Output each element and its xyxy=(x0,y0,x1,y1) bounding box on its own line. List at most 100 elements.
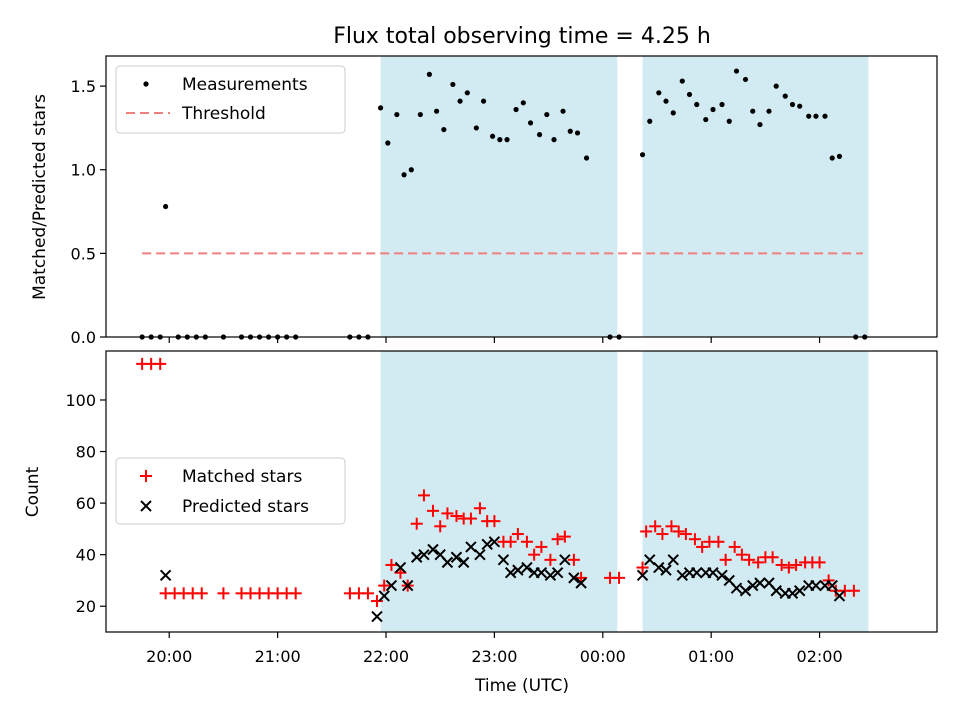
measurement-point xyxy=(647,118,653,124)
measurement-point xyxy=(782,93,788,99)
count-marks xyxy=(136,357,860,623)
matched-stars-point xyxy=(289,587,302,600)
predicted-stars-point xyxy=(568,572,580,584)
predicted-stars-point xyxy=(371,610,383,623)
legend-matched-marker xyxy=(140,470,152,482)
predicted-stars-point xyxy=(559,554,571,566)
y-axis-bottom: 20 40 60 80 100 xyxy=(65,391,106,616)
matched-stars-point xyxy=(217,587,230,600)
y-tick-label: 0.0 xyxy=(71,328,96,347)
matched-stars-point xyxy=(370,595,383,608)
shaded-interval xyxy=(642,56,869,337)
predicted-stars-point xyxy=(457,556,470,569)
matched-stars-point xyxy=(649,520,662,533)
matched-stars-point xyxy=(410,517,423,530)
legend-measurements-marker xyxy=(143,81,149,87)
measurement-point xyxy=(567,128,573,134)
matched-stars-point xyxy=(195,587,208,600)
matched-stars-point xyxy=(656,528,669,541)
predicted-stars-point xyxy=(660,564,672,576)
legend-threshold-label: Threshold xyxy=(181,104,266,124)
shaded-intervals-top xyxy=(380,56,869,337)
matched-stars-point xyxy=(613,571,626,584)
predicted-stars-point xyxy=(551,566,564,579)
y-tick-label: 100 xyxy=(65,391,96,410)
measurement-point xyxy=(726,118,732,124)
panel-bottom-frame xyxy=(105,350,938,633)
measurement-point xyxy=(656,90,662,96)
measurement-point xyxy=(457,98,463,104)
matched-stars-point xyxy=(504,535,517,548)
predicted-stars-point xyxy=(826,579,838,592)
x-tick-label: 00:00 xyxy=(580,647,626,666)
predicted-stars-point xyxy=(793,585,806,597)
predicted-stars-point xyxy=(636,569,649,581)
matched-stars-point xyxy=(441,507,454,520)
measurement-point xyxy=(757,121,763,128)
measurement-point xyxy=(670,110,676,116)
predicted-stars-point xyxy=(474,548,486,561)
x-ticks-top xyxy=(168,337,821,343)
measurement-point xyxy=(489,133,496,139)
matched-stars-point xyxy=(361,587,374,600)
measurement-point xyxy=(829,155,835,161)
measurement-point xyxy=(733,68,740,74)
measurement-point xyxy=(163,203,169,210)
matched-stars-point xyxy=(712,535,725,548)
measurement-point xyxy=(536,132,543,138)
panel-top-frame xyxy=(105,55,938,338)
matched-stars-point xyxy=(567,553,580,566)
predicted-stars-point xyxy=(497,554,510,566)
predicted-stars-point xyxy=(754,577,766,589)
matched-stars-point xyxy=(719,553,732,566)
predicted-stars-point xyxy=(691,566,703,579)
matched-stars-point xyxy=(679,528,692,541)
legend-bottom-frame xyxy=(115,457,346,525)
matched-stars-point xyxy=(743,553,756,566)
measurement-point xyxy=(806,113,812,119)
measurement-point xyxy=(426,71,432,77)
predicted-stars-point xyxy=(667,554,679,566)
measurement-point xyxy=(497,137,503,143)
measurement-point xyxy=(544,111,550,118)
y-axis-top: 0.0 0.5 1.0 1.5 xyxy=(71,77,106,347)
x-tick-label: 20:00 xyxy=(146,647,192,666)
measurement-point xyxy=(797,103,803,109)
predicted-stars-point xyxy=(707,566,719,579)
measurement-point xyxy=(639,152,646,158)
matched-stars-point xyxy=(551,533,564,546)
measurement-point xyxy=(560,108,566,114)
x-axis-bottom: 20:00 21:00 22:00 23:00 00:00 01:00 02:00 xyxy=(146,632,843,666)
measurement-point xyxy=(679,78,685,84)
x-tick-label: 01:00 xyxy=(688,647,734,666)
predicted-stars-point xyxy=(159,569,172,581)
matched-stars-point xyxy=(385,558,398,571)
predicted-stars-point xyxy=(418,548,430,561)
predicted-stars-point xyxy=(512,564,524,576)
predicted-stars-point xyxy=(394,561,407,574)
matched-stars-point xyxy=(728,540,741,553)
matched-stars-point xyxy=(752,556,765,569)
predicted-stars-point xyxy=(401,579,414,592)
matched-stars-point xyxy=(520,535,533,548)
measurement-point xyxy=(719,101,725,108)
matched-stars-point xyxy=(154,357,167,370)
predicted-stars-point xyxy=(653,561,665,574)
y-tick-label: 40 xyxy=(76,546,96,565)
predicted-stars-point xyxy=(575,577,587,589)
predicted-stars-point xyxy=(676,569,688,581)
shaded-interval xyxy=(380,56,618,337)
matched-stars-point xyxy=(665,520,678,533)
matched-stars-point xyxy=(417,489,430,502)
predicted-stars-point xyxy=(504,566,517,579)
measurement-point xyxy=(401,172,407,178)
shaded-interval xyxy=(380,351,618,632)
panel-bottom: 20 40 60 80 100 20:00 21:00 22:00 23:00 00:00 01:… xyxy=(23,350,938,696)
x-tick-label: 23:00 xyxy=(471,647,517,666)
matched-stars-point xyxy=(535,540,548,553)
y-axis-label-bottom: Count xyxy=(23,466,43,517)
measurement-point xyxy=(464,90,470,96)
predicted-stars-point xyxy=(716,569,728,581)
predicted-stars-point xyxy=(747,579,759,592)
